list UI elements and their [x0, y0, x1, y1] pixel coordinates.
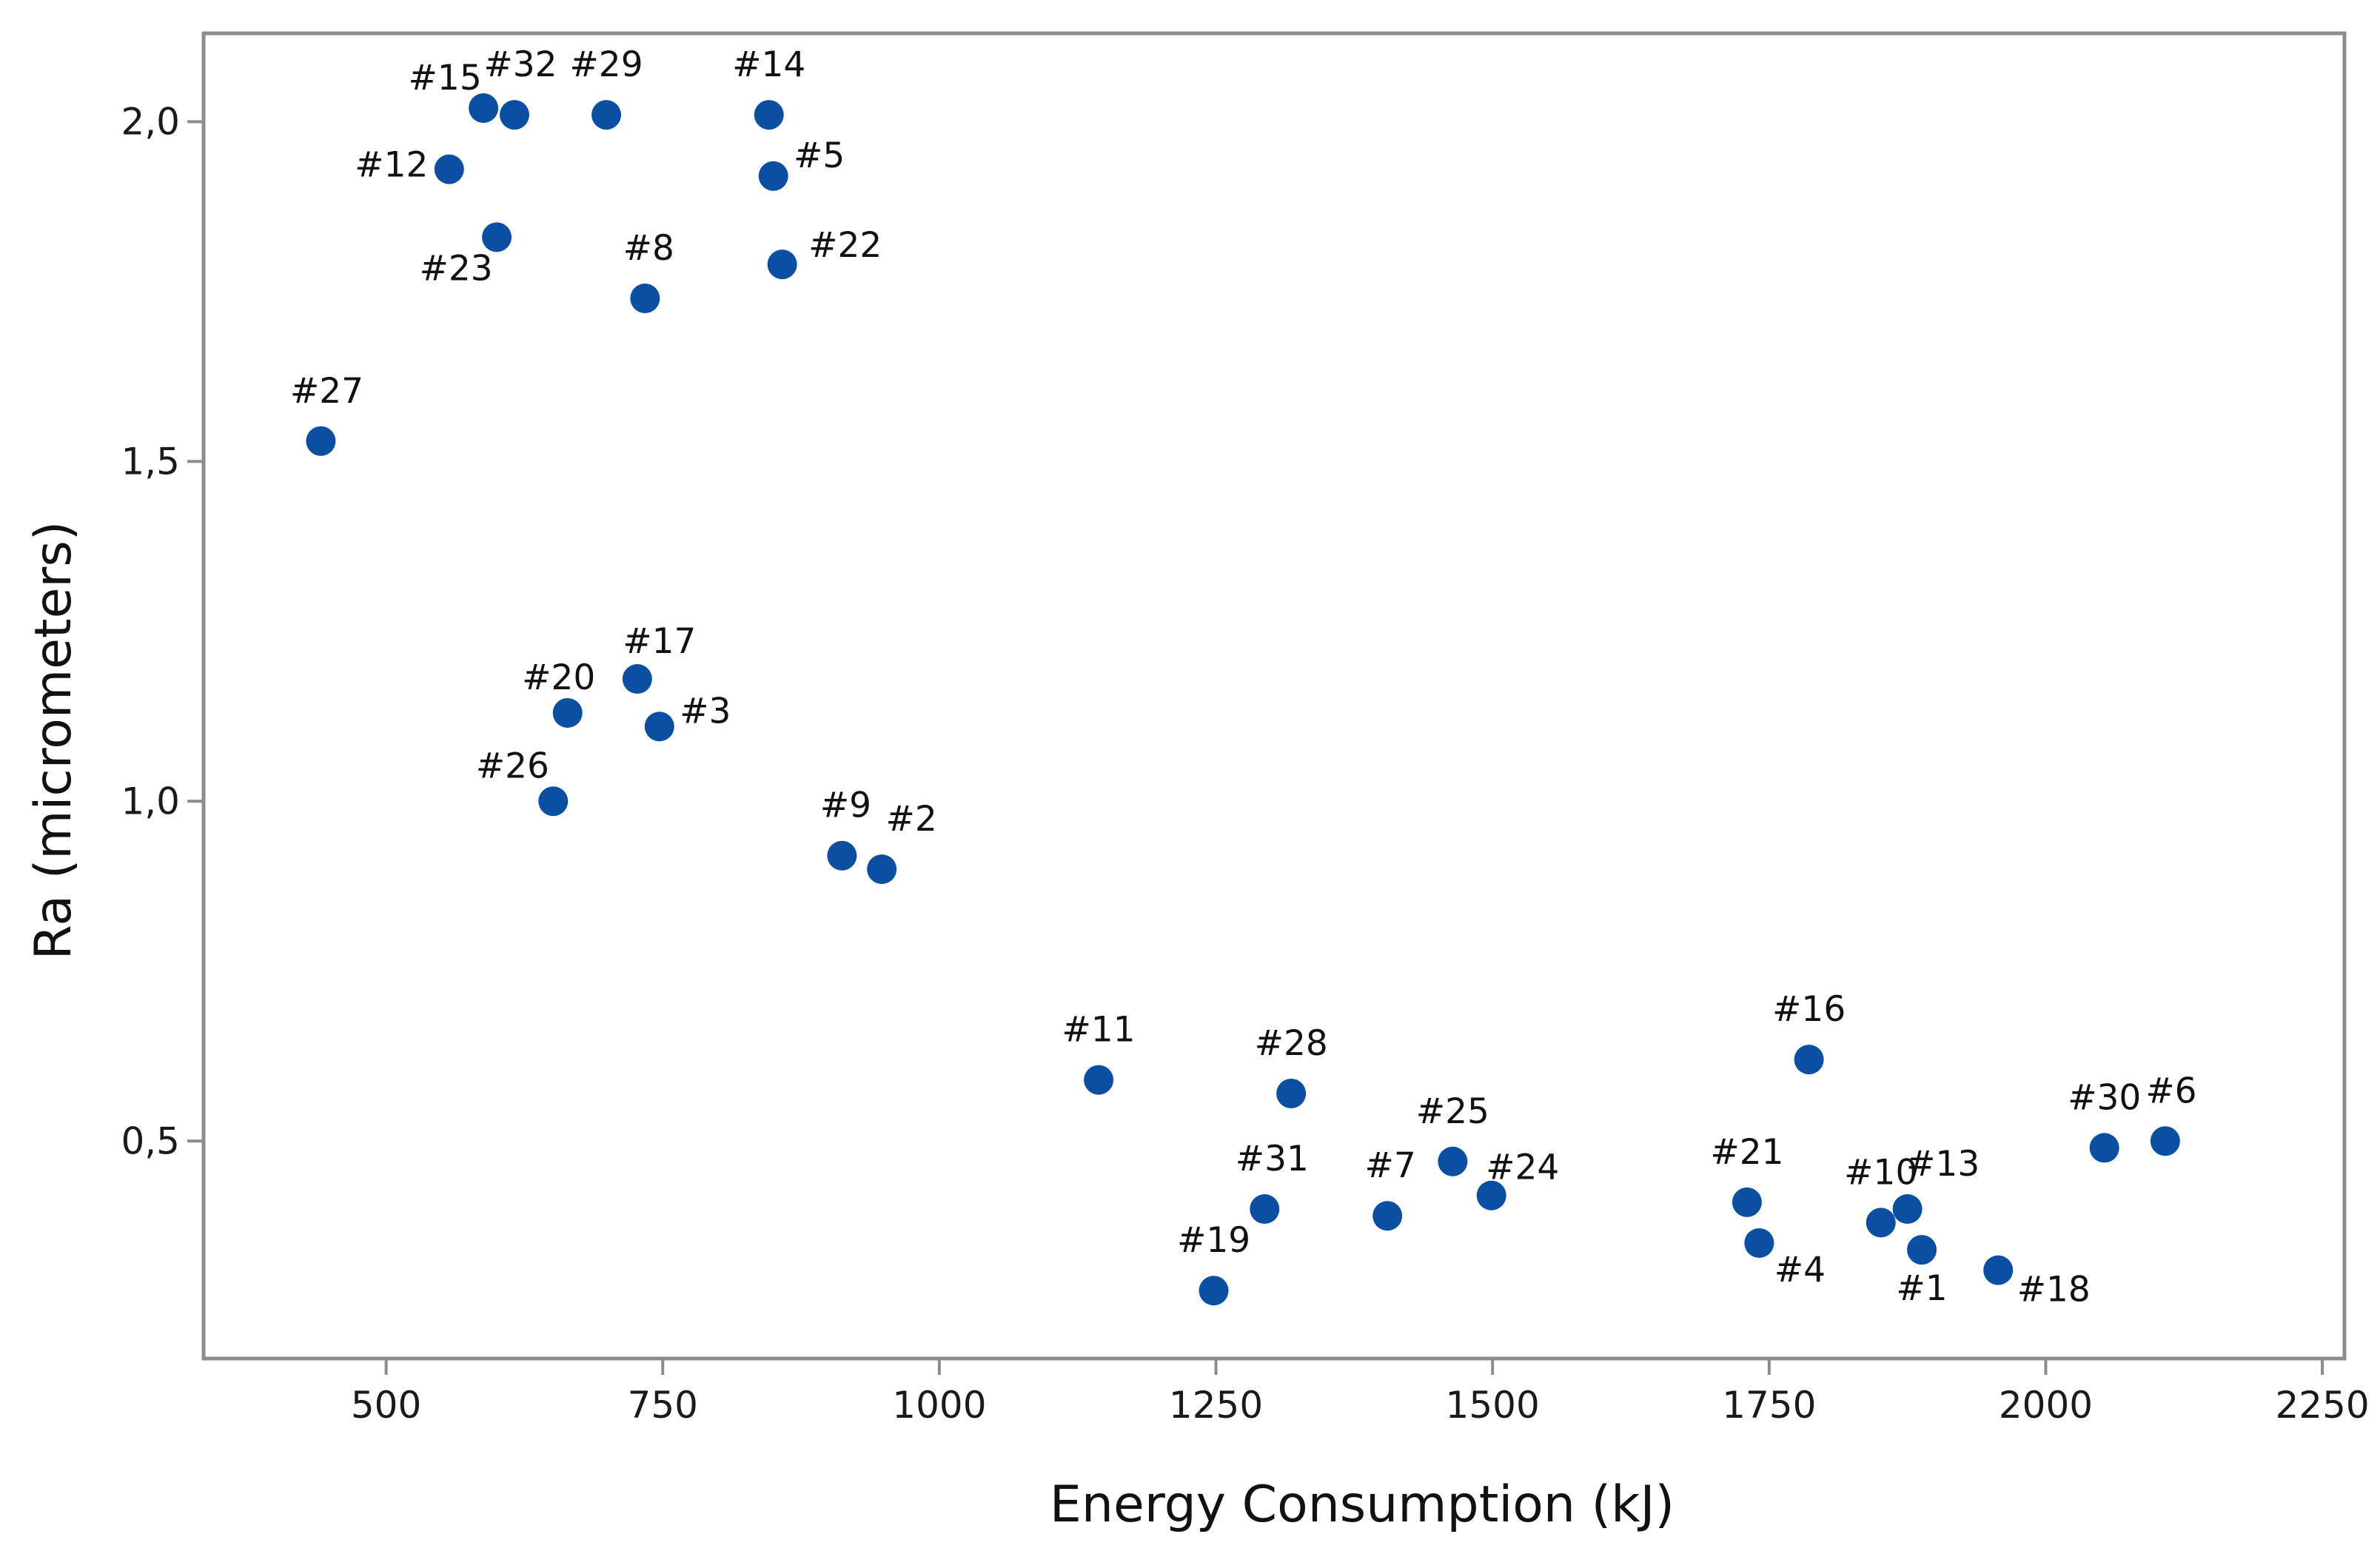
data-point	[767, 249, 797, 280]
data-points	[306, 93, 2180, 1306]
data-point-label: #10	[1844, 1152, 1917, 1193]
data-point-label: #13	[1906, 1144, 1980, 1185]
y-tick-label: 0,5	[121, 1119, 180, 1162]
data-point	[538, 786, 569, 817]
data-point	[469, 93, 499, 123]
y-axis: 0,5 1,0 1,5 2,0	[121, 100, 204, 1162]
data-point-label: #26	[476, 746, 549, 786]
data-point	[1476, 1180, 1506, 1210]
data-point	[1250, 1194, 1280, 1225]
y-tick-label: 1,5	[121, 440, 180, 483]
data-point-label: #19	[1177, 1220, 1250, 1261]
data-point	[1276, 1079, 1307, 1108]
data-point-label: #11	[1062, 1010, 1136, 1051]
data-point	[1907, 1235, 1937, 1265]
x-tick-label: 500	[351, 1384, 421, 1427]
data-point-label: #28	[1255, 1023, 1328, 1064]
data-point-label: #12	[355, 145, 428, 186]
data-point-label: #5	[794, 135, 845, 176]
data-point	[644, 711, 674, 742]
data-point	[552, 697, 583, 728]
data-point-label: #30	[2068, 1077, 2141, 1118]
data-point-label: #24	[1486, 1148, 1559, 1188]
data-point-label: #25	[1416, 1091, 1489, 1132]
data-point-label: #6	[2145, 1071, 2196, 1111]
data-point	[1084, 1065, 1114, 1095]
data-point	[622, 664, 652, 694]
data-point-label: #32	[483, 44, 557, 85]
x-tick-label: 1000	[892, 1384, 986, 1427]
x-tick-label: 1250	[1169, 1384, 1263, 1427]
data-point	[1866, 1208, 1896, 1238]
data-point	[1983, 1255, 2014, 1285]
x-tick-label: 1500	[1446, 1384, 1540, 1427]
x-tick-label: 1750	[1722, 1384, 1816, 1427]
x-axis: 500 750 1000 1250 1500 1750 2000 2250	[351, 1359, 2370, 1427]
data-point	[2089, 1133, 2119, 1163]
data-point	[1199, 1276, 1229, 1306]
x-tick-label: 750	[628, 1384, 698, 1427]
x-tick-label: 2000	[1999, 1384, 2093, 1427]
plot-frame	[201, 31, 2347, 1361]
data-point	[758, 161, 788, 191]
data-point-label: #20	[522, 657, 595, 698]
data-point	[827, 840, 857, 871]
data-point-label: #4	[1774, 1250, 1826, 1290]
data-point-label: #3	[680, 691, 731, 731]
data-point-label: #27	[290, 371, 363, 412]
data-point-label: #23	[419, 248, 492, 289]
data-point-label: #22	[808, 225, 882, 266]
y-tick-label: 1,0	[121, 780, 180, 823]
data-point-label: #8	[623, 228, 674, 269]
y-axis-title: Ra (micrometers)	[24, 521, 83, 960]
data-point	[482, 222, 512, 252]
data-point-label: #15	[409, 58, 482, 98]
data-point	[1794, 1045, 1824, 1075]
data-point-label: #7	[1365, 1145, 1416, 1186]
data-point-label: #18	[2017, 1270, 2091, 1310]
data-point	[630, 284, 660, 313]
data-point	[1372, 1201, 1403, 1231]
point-labels: #1 #2 #3 #4 #5 #6 #7 #8 #9 #10 #11 #12 #13 #14 #15 #16 #…	[290, 44, 2197, 1310]
data-point-label: #2	[886, 799, 937, 840]
data-point-label: #17	[623, 621, 696, 662]
data-point	[867, 854, 897, 885]
data-point	[306, 426, 336, 456]
data-point-label: #9	[820, 786, 871, 826]
data-point-label: #21	[1710, 1132, 1783, 1173]
data-point	[1438, 1146, 1468, 1176]
data-point	[499, 100, 529, 130]
data-point-label: #31	[1236, 1139, 1309, 1179]
y-tick-label: 2,0	[121, 100, 180, 143]
data-point	[754, 100, 784, 130]
data-point	[2150, 1126, 2180, 1156]
x-tick-label: 2250	[2275, 1384, 2369, 1427]
data-point	[1744, 1228, 1774, 1258]
data-point	[434, 154, 464, 184]
data-point-label: #1	[1896, 1268, 1947, 1309]
data-point-label: #29	[569, 44, 643, 85]
data-point	[591, 100, 622, 130]
data-point-label: #16	[1772, 989, 1846, 1030]
x-axis-title: Energy Consumption (kJ)	[1050, 1476, 1675, 1534]
data-point	[1732, 1187, 1762, 1217]
data-point-label: #14	[732, 44, 805, 85]
data-point	[1892, 1194, 1923, 1225]
